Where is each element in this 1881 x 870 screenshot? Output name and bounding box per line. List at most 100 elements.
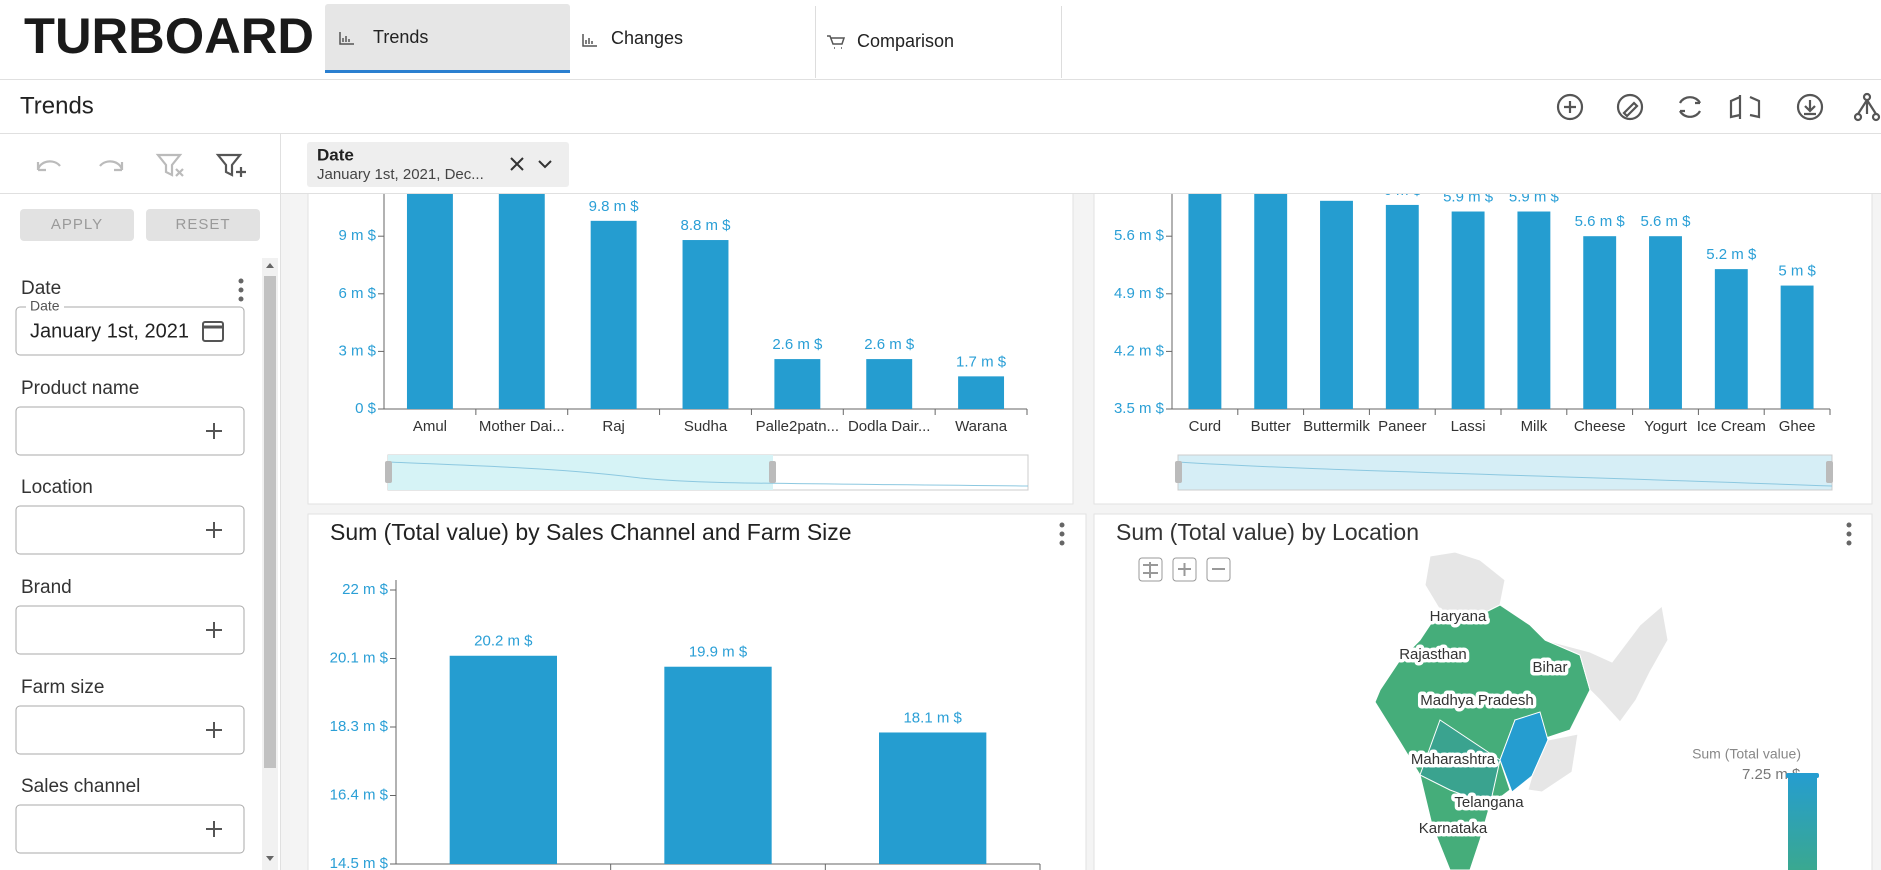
undo-icon[interactable]: [36, 160, 61, 172]
filter-label: Sales channel: [21, 776, 140, 797]
range-slider[interactable]: [1175, 454, 1833, 491]
bar: [1780, 285, 1814, 409]
slider-selection: [388, 455, 773, 490]
data-label: 2.6 m $: [864, 336, 915, 353]
filter-field[interactable]: [15, 705, 245, 755]
apply-button[interactable]: [20, 209, 134, 241]
bar: [1385, 204, 1419, 409]
filter-label: Date: [21, 278, 61, 299]
bar: [664, 666, 772, 864]
bar: [1583, 236, 1617, 409]
filter-menu-dot: [238, 278, 244, 284]
filter-field[interactable]: [15, 804, 245, 854]
legend-bar: [1788, 773, 1817, 870]
x-tick-label: Raj: [602, 418, 625, 435]
tab-active[interactable]: [325, 4, 570, 72]
bar: [590, 220, 637, 409]
filter-field[interactable]: [15, 306, 245, 356]
y-tick-label: 22 m $: [342, 581, 389, 598]
reset-button[interactable]: [146, 209, 260, 241]
tab-label[interactable]: Comparison: [857, 31, 954, 51]
charts: 0 $ 3 m $ 6 m $ 9 m $ Amul Mother Dai... Raj 9.…: [330, 159, 1831, 870]
add-icon[interactable]: [206, 622, 222, 638]
y-tick-label: 4.9 m $: [1114, 285, 1165, 302]
filter-label: Product name: [21, 378, 139, 399]
edit-icon[interactable]: [1616, 93, 1644, 121]
map-controls[interactable]: [1138, 557, 1231, 582]
map-label: Bihar: [1532, 659, 1567, 676]
field-legend: Date: [30, 298, 60, 314]
y-tick-label: 5.6 m $: [1114, 227, 1165, 244]
header: [0, 0, 1881, 80]
data-label: 2.6 m $: [772, 336, 823, 353]
refresh-icon[interactable]: [1679, 96, 1701, 118]
x-tick-label: Ghee: [1779, 418, 1816, 435]
calendar-icon: [202, 321, 224, 342]
panel-menu[interactable]: [1059, 522, 1065, 546]
y-tick-label: 0 $: [355, 400, 377, 417]
data-label: 5.6 m $: [1575, 213, 1626, 230]
bar: [1320, 200, 1353, 409]
bar: [1451, 211, 1485, 409]
tab-label[interactable]: Changes: [611, 28, 683, 48]
x-tick-label: Curd: [1189, 418, 1222, 435]
data-label: 20.2 m $: [474, 633, 533, 650]
region: [1419, 719, 1501, 806]
data-label: 5 m $: [1778, 263, 1816, 280]
field-legend-bg: [26, 304, 64, 312]
tab-label[interactable]: Trends: [373, 27, 428, 47]
bar: [449, 655, 557, 864]
bar: [406, 159, 453, 409]
bar: [1649, 236, 1682, 409]
range-slider[interactable]: [385, 454, 1029, 491]
y-tick-label: 3 m $: [338, 342, 376, 359]
x-tick-label: Amul: [413, 418, 447, 435]
add-icon[interactable]: [206, 522, 222, 538]
x-tick-label: Paneer: [1378, 418, 1426, 435]
scrollbar-thumb[interactable]: [264, 276, 276, 768]
x-tick-label: Cheese: [1574, 418, 1626, 435]
bar: [1254, 178, 1288, 409]
bar: [879, 732, 987, 864]
x-tick-label: Butter: [1251, 418, 1291, 435]
bar: [682, 240, 729, 409]
add-icon[interactable]: [206, 423, 222, 439]
panel-menu[interactable]: [1846, 522, 1852, 546]
filter-field[interactable]: [15, 605, 245, 655]
page-title: Trends: [20, 92, 94, 119]
filter-menu-dot: [238, 296, 244, 302]
map: Sum (Total value) by Location Sum (Total…: [1116, 519, 1819, 870]
x-tick-label: Yogurt: [1644, 418, 1688, 435]
x-tick-label: Buttermilk: [1303, 418, 1370, 435]
filter-field[interactable]: [15, 406, 245, 456]
filter-label: Farm size: [21, 677, 104, 698]
hierarchy-icon[interactable]: [1853, 92, 1881, 122]
add-icon[interactable]: [206, 722, 222, 738]
slider-handle[interactable]: [769, 461, 776, 483]
slider-line: [1177, 461, 1833, 487]
slider-handle[interactable]: [385, 461, 392, 483]
data-label: 5.2 m $: [1706, 246, 1757, 263]
bar: [866, 359, 913, 409]
add-widget-icon[interactable]: [1556, 93, 1584, 121]
data-label: 9.8 m $: [589, 198, 640, 215]
add-icon[interactable]: [206, 821, 222, 837]
slider-handle[interactable]: [1175, 461, 1182, 483]
reset-label: RESET: [175, 216, 230, 233]
bar: [958, 376, 1005, 409]
download-icon[interactable]: [1796, 93, 1824, 121]
map-label: Rajasthan: [1399, 646, 1467, 663]
map-label: Maharashtra: [1411, 751, 1496, 768]
redo-icon[interactable]: [99, 160, 124, 172]
map-label: Karnataka: [1419, 820, 1488, 837]
compare-icon[interactable]: [1729, 95, 1761, 119]
legend-title: Sum (Total value): [1692, 746, 1801, 762]
region: [1544, 605, 1669, 723]
clear-filter-icon[interactable]: [155, 153, 184, 177]
slider-handle[interactable]: [1826, 461, 1833, 483]
title-bar: [0, 80, 1881, 134]
filter-chip[interactable]: Date January 1st, 2021, Dec...: [307, 142, 569, 187]
filter-field[interactable]: [15, 505, 245, 555]
add-filter-icon[interactable]: [215, 153, 246, 177]
